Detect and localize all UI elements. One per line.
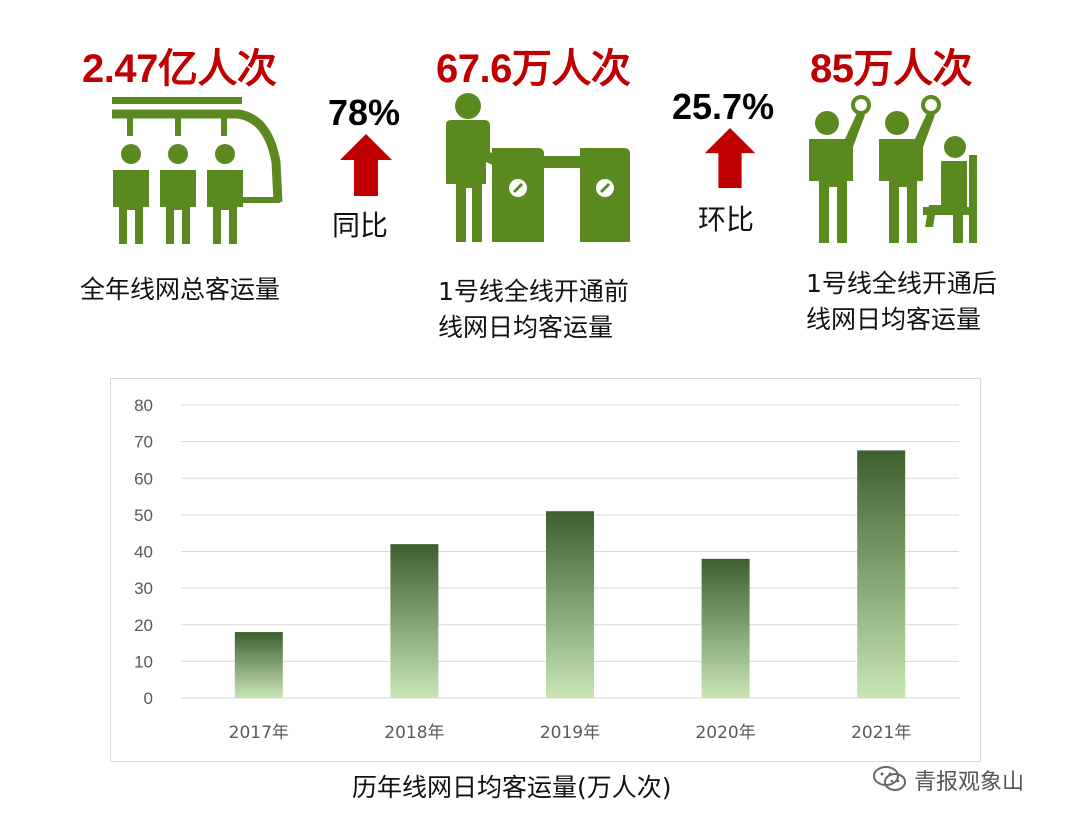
x-tick-label: 2018年 — [384, 723, 444, 743]
y-tick-label: 50 — [134, 506, 153, 525]
stat-label-total: 全年线网总客运量 — [80, 275, 281, 304]
y-tick-label: 10 — [134, 652, 153, 671]
y-tick-label: 30 — [134, 579, 153, 598]
standing-seated-passengers-icon — [805, 95, 985, 245]
bar — [546, 511, 594, 698]
y-tick-label: 80 — [134, 396, 153, 415]
stat-value-before: 67.6万人次 — [436, 47, 631, 91]
y-tick-label: 70 — [134, 433, 153, 452]
stat-value-after: 85万人次 — [810, 47, 973, 91]
y-tick-label: 20 — [134, 616, 153, 635]
wechat-icon — [872, 764, 908, 798]
arrow-up-icon — [340, 134, 392, 200]
change-label-mom: 环比 — [698, 203, 755, 236]
change-value-yoy: 78% — [328, 92, 401, 133]
x-tick-label: 2021年 — [851, 723, 911, 743]
stat-value-total: 2.47亿人次 — [82, 47, 277, 91]
chart-frame: 0 10 20 30 40 50 60 70 80 2017年 2018年 2019年 2020年 202… — [110, 378, 981, 762]
bar — [234, 632, 283, 698]
change-value-mom: 25.7% — [672, 86, 775, 127]
arrow-up-icon — [704, 128, 756, 192]
chart-caption: 历年线网日均客运量(万人次) — [352, 773, 672, 802]
y-tick-label: 60 — [134, 469, 153, 488]
x-tick-label: 2017年 — [229, 723, 289, 743]
bar — [390, 544, 439, 698]
stat-label-before: 1号线全线开通前 线网日均客运量 — [438, 277, 629, 342]
bar — [857, 450, 906, 698]
bar — [701, 558, 750, 698]
metro-train-passengers-icon — [108, 92, 283, 247]
stat-label-after: 1号线全线开通后 线网日均客运量 — [806, 269, 997, 334]
watermark-text: 青报观象山 — [914, 770, 1025, 795]
y-tick-label: 0 — [144, 689, 153, 708]
x-tick-label: 2020年 — [695, 723, 755, 743]
ticket-gate-passenger-icon — [440, 92, 630, 244]
change-label-yoy: 同比 — [332, 209, 389, 242]
bar-chart: 0 10 20 30 40 50 60 70 80 2017年 2018年 2019年 2020年 202… — [134, 396, 959, 743]
y-tick-label: 40 — [134, 543, 153, 562]
x-tick-label: 2019年 — [540, 723, 600, 743]
